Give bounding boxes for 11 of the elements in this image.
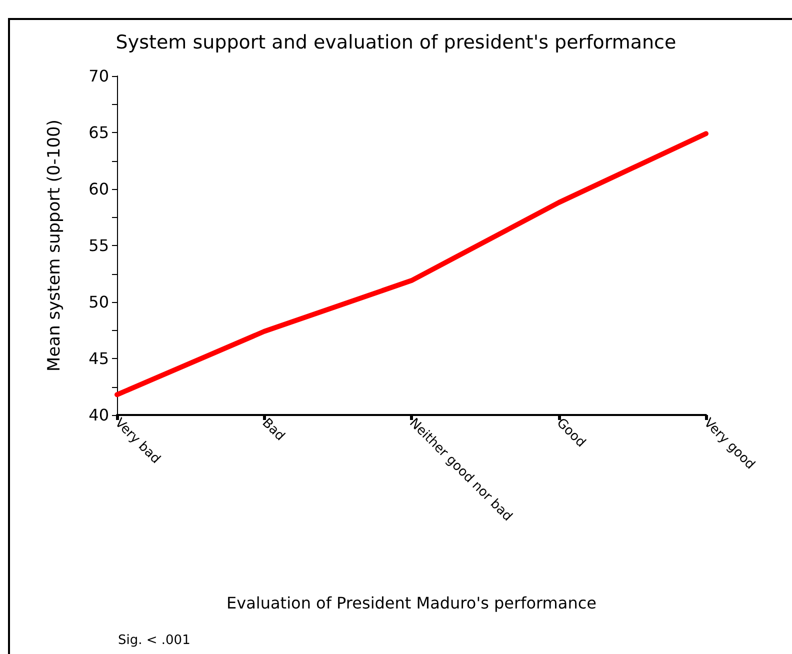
y-tick-label: 60 [88,180,109,198]
y-tick-label: 45 [88,349,109,368]
y-tick-label: 55 [88,236,109,255]
y-tick-label: 50 [88,292,109,312]
y-axis-title: Mean system support (0-100) [44,120,64,372]
text: Sig. < .001 [118,633,190,648]
chart-title: System support and evaluation of president's performance [116,32,676,54]
y-tick-label: 65 [88,123,109,142]
x-axis-title: Evaluation of President Maduro's performance [226,594,596,612]
y-tick-label: 40 [88,406,109,424]
y-tick-label: 70 [88,66,109,86]
